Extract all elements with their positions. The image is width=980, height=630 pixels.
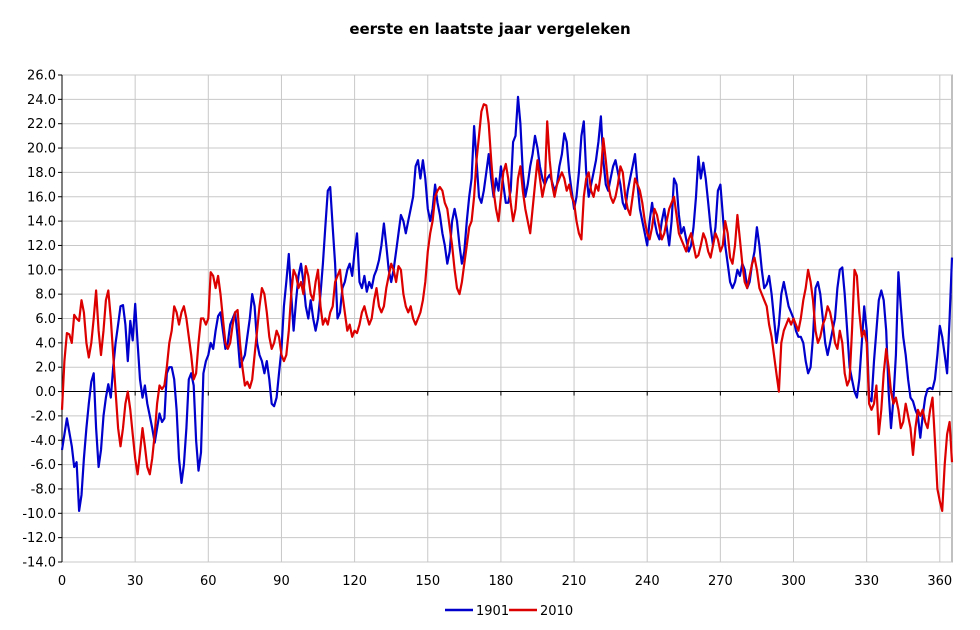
y-tick-label: 8.0	[35, 288, 56, 303]
y-tick-label: -12.0	[22, 531, 56, 546]
x-tick-label: 150	[415, 574, 440, 589]
y-tick-label: 16.0	[27, 190, 56, 205]
legend-label-1901: 1901	[476, 604, 509, 619]
y-tick-label: 26.0	[27, 69, 56, 84]
x-tick-label: 270	[708, 574, 733, 589]
legend: 1901 2010	[445, 604, 573, 619]
y-tick-label: 22.0	[27, 117, 56, 132]
grid	[62, 74, 952, 563]
y-tick-label: 12.0	[27, 239, 56, 254]
x-tick-label: 120	[342, 574, 367, 589]
y-tick-label: -14.0	[22, 556, 56, 571]
y-tick-label: 24.0	[27, 93, 56, 108]
x-tick-label: 210	[562, 574, 587, 589]
series	[60, 95, 954, 512]
series-line-2010	[60, 103, 954, 512]
y-tick-label: 0.0	[35, 385, 56, 400]
x-tick-label: 300	[781, 574, 806, 589]
x-tick-label: 90	[273, 574, 290, 589]
y-tick-label: 4.0	[35, 336, 56, 351]
y-tick-label: 10.0	[27, 263, 56, 278]
y-tick-label: -8.0	[31, 482, 56, 497]
x-tick-label: 240	[635, 574, 660, 589]
axes: -14.0 -12.0 -10.0 -8.0 -6.0 -4.0 -2.0 0.0 2.0 4.0…	[22, 69, 952, 590]
x-tick-label: 0	[58, 574, 66, 589]
x-tick-label: 30	[127, 574, 144, 589]
y-tick-label: -10.0	[22, 507, 56, 522]
y-tick-label: 2.0	[35, 361, 56, 376]
y-tick-label: 20.0	[27, 142, 56, 157]
y-tick-label: -6.0	[31, 458, 56, 473]
x-tick-label: 360	[927, 574, 952, 589]
y-tick-label: 18.0	[27, 166, 56, 181]
y-tick-label: 6.0	[35, 312, 56, 327]
y-tick-label: 14.0	[27, 215, 56, 230]
chart-title: eerste en laatste jaar vergeleken	[349, 20, 631, 38]
x-tick-label: 60	[200, 574, 217, 589]
y-tick-label: -4.0	[31, 434, 56, 449]
x-tick-label: 180	[488, 574, 513, 589]
y-tick-label: -2.0	[31, 409, 56, 424]
x-tick-label: 330	[854, 574, 879, 589]
legend-label-2010: 2010	[540, 604, 573, 619]
